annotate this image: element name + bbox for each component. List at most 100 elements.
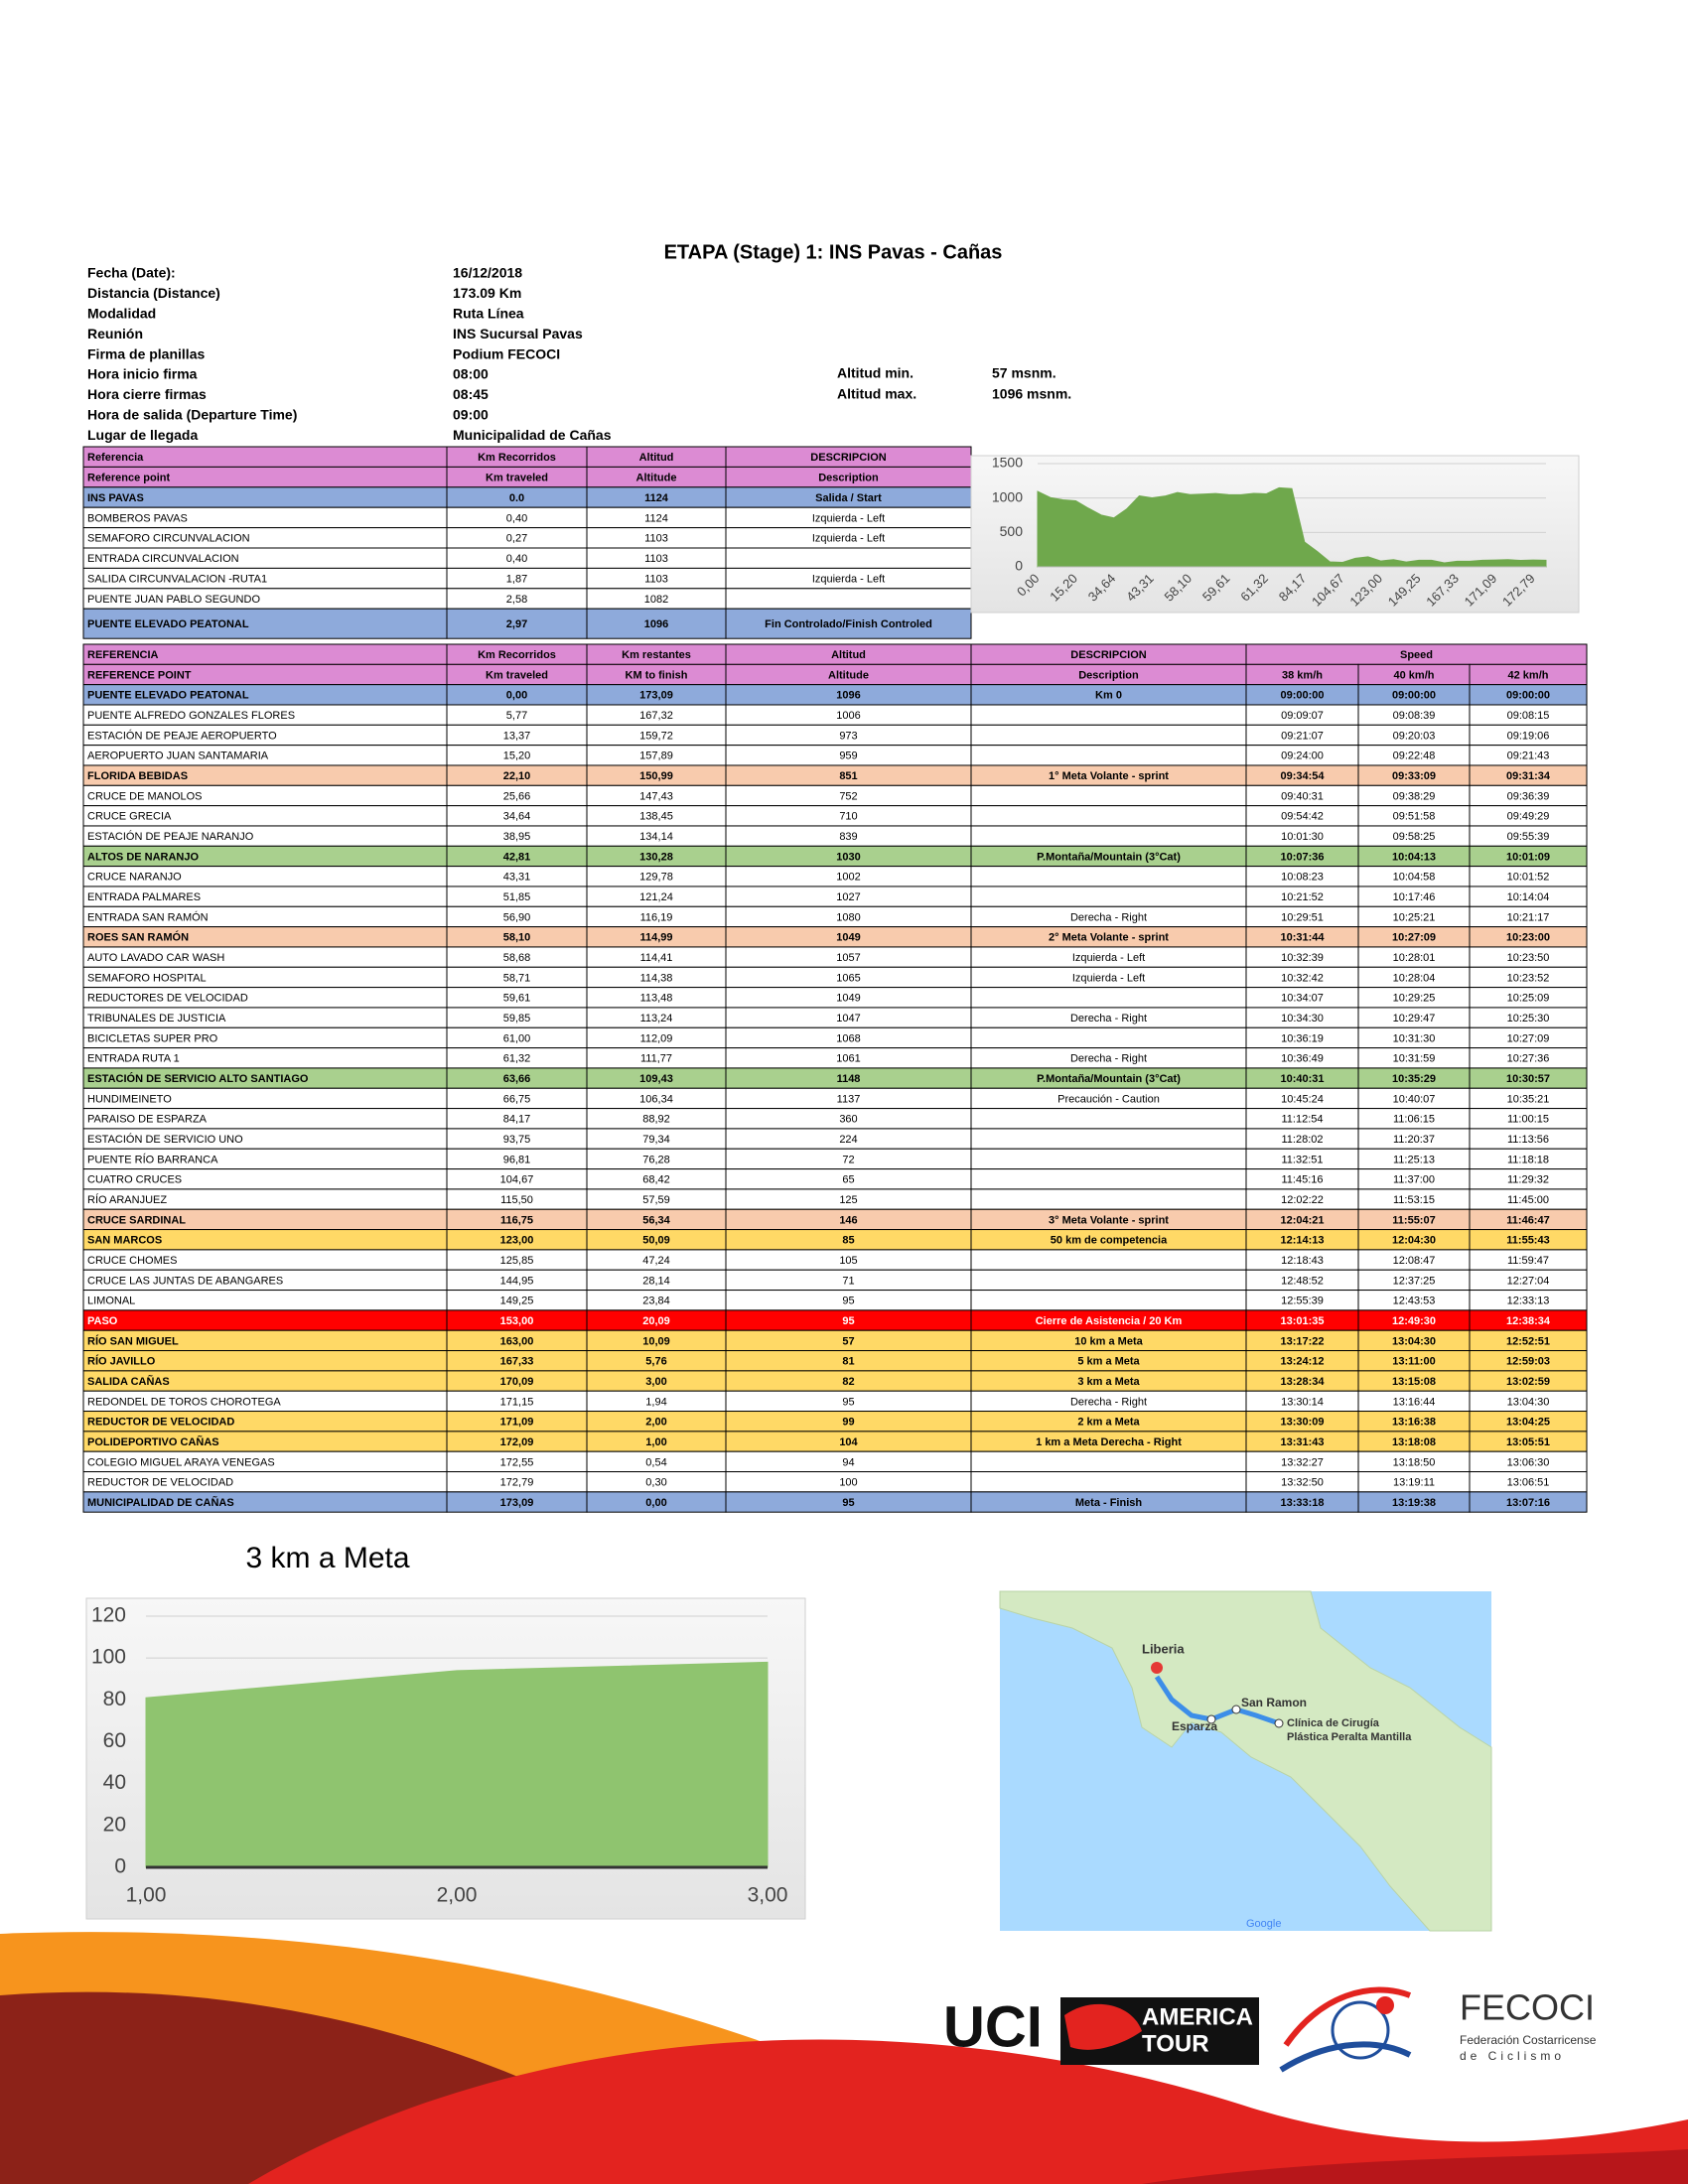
table-text: PASO: [87, 1315, 118, 1327]
table-text: 95: [842, 1315, 854, 1327]
info-label: Hora de salida (Departure Time): [87, 407, 297, 423]
table-text: FLORIDA BEBIDAS: [87, 770, 188, 782]
table-text: 11:06:15: [1393, 1114, 1435, 1126]
area: [1037, 486, 1547, 568]
table-text: 13:04:30: [1507, 1396, 1550, 1408]
table-text: 159,72: [639, 730, 673, 742]
table-text: 106,34: [639, 1093, 673, 1105]
table-text: P.Montaña/Mountain (3°Cat): [1037, 851, 1181, 863]
table-text: 13:11:00: [1392, 1356, 1435, 1368]
table-text: 10:31:44: [1280, 932, 1325, 944]
table-cell: [82, 1290, 448, 1311]
table-text: 114,41: [640, 952, 673, 964]
table-text: 20,09: [642, 1315, 670, 1327]
info-label: Fecha (Date):: [87, 265, 176, 281]
table-text: 13:01:35: [1280, 1315, 1324, 1327]
table-text: Izquierda - Left: [812, 574, 885, 586]
table-cell: [970, 1168, 1247, 1190]
table-text: 113,48: [640, 993, 673, 1005]
table-text: BOMBEROS PAVAS: [87, 512, 188, 524]
table-text: 0,00: [506, 690, 527, 702]
table-text: 5,76: [645, 1356, 666, 1368]
table-text: REFERENCIA: [87, 649, 159, 661]
table-text: ENTRADA SAN RAMÓN: [87, 910, 209, 923]
table-text: 09:38:29: [1393, 790, 1436, 802]
table-text: Description: [1078, 669, 1139, 681]
table-text: BICICLETAS SUPER PRO: [87, 1032, 218, 1044]
table-text: Km traveled: [486, 473, 548, 484]
table-text: 10:27:09: [1507, 1032, 1550, 1044]
table-text: 25,66: [503, 790, 531, 802]
table-cell: [970, 1128, 1247, 1150]
table-text: ESTACIÓN DE PEAJE AEROPUERTO: [87, 729, 277, 742]
table-text: 1148: [837, 1073, 861, 1085]
table-text: 13:02:59: [1506, 1376, 1550, 1388]
altitude-label: Altitud min.: [837, 365, 914, 381]
table-text: 172,09: [500, 1436, 534, 1448]
table-text: 146: [839, 1214, 857, 1226]
table-text: 167,33: [500, 1356, 534, 1368]
table-text: 1° Meta Volante - sprint: [1049, 770, 1169, 782]
table-text: Izquierda - Left: [1072, 972, 1145, 984]
table-text: Km restantes: [622, 649, 691, 661]
table-text: 10:29:51: [1281, 911, 1324, 923]
table-text: 1065: [836, 972, 860, 984]
table-text: AEROPUERTO JUAN SANTAMARIA: [87, 751, 269, 762]
table-cell: [970, 1148, 1247, 1170]
table-text: 11:46:47: [1506, 1214, 1549, 1226]
table-text: 09:36:39: [1507, 790, 1550, 802]
table-text: 43,31: [503, 872, 531, 884]
table-text: 56,90: [503, 911, 531, 923]
table-text: 100: [839, 1477, 857, 1489]
logo-text: UCI: [943, 1994, 1043, 2059]
table-text: 973: [839, 730, 857, 742]
table-text: 09:33:09: [1392, 770, 1436, 782]
table-text: SALIDA CAÑAS: [87, 1375, 170, 1388]
table-text: 1027: [836, 891, 860, 903]
x-tick-label: 1,00: [126, 1884, 167, 1907]
table-cell: [970, 784, 1247, 807]
altitude-value: 57 msnm.: [992, 365, 1056, 381]
table-text: 10:35:21: [1507, 1093, 1550, 1105]
table-text: PARAISO DE ESPARZA: [87, 1114, 208, 1126]
table-text: RÍO ARANJUEZ: [87, 1193, 167, 1206]
table-text: 12:27:04: [1507, 1275, 1550, 1287]
table-text: 10:04:58: [1393, 872, 1436, 884]
table-text: 10:36:19: [1281, 1032, 1324, 1044]
logo-text: FECOCI: [1460, 1987, 1595, 2028]
map-label: Plástica Peralta Mantilla: [1287, 1731, 1412, 1743]
table-text: 93,75: [503, 1134, 531, 1146]
table-text: 09:40:31: [1281, 790, 1324, 802]
table-text: ESTACIÓN DE SERVICIO UNO: [87, 1133, 243, 1146]
table-text: 95: [842, 1296, 854, 1307]
table-text: 56,34: [642, 1214, 670, 1226]
table-text: 12:08:47: [1393, 1255, 1436, 1267]
table-text: 10:27:09: [1392, 932, 1436, 944]
table-text: SEMAFORO CIRCUNVALACION: [87, 533, 250, 545]
table-text: ENTRADA CIRCUNVALACION: [87, 553, 239, 565]
table-text: 79,34: [642, 1134, 670, 1146]
table-cell: [725, 588, 972, 610]
altitude-value: 1096 msnm.: [992, 386, 1071, 402]
table-text: 115,50: [500, 1194, 533, 1206]
y-tick-label: 120: [91, 1604, 126, 1627]
table-text: 13:32:50: [1281, 1477, 1324, 1489]
table-text: HUNDIMEINETO: [87, 1093, 172, 1105]
table-text: 12:02:22: [1281, 1194, 1324, 1206]
table-text: 112,09: [640, 1032, 673, 1044]
table-text: 58,71: [503, 972, 531, 984]
table-text: 11:20:37: [1393, 1134, 1435, 1146]
table-text: 11:53:15: [1393, 1194, 1435, 1206]
table-text: 09:34:54: [1280, 770, 1325, 782]
table-text: 11:55:07: [1392, 1214, 1435, 1226]
info-label: Hora cierre firmas: [87, 386, 207, 402]
table-cell: [970, 704, 1247, 726]
table-text: Derecha - Right: [1070, 1396, 1147, 1408]
table-text: 1061: [836, 1053, 860, 1065]
table-text: 11:00:15: [1507, 1114, 1549, 1126]
table-cell: [970, 1026, 1247, 1049]
table-text: 11:55:43: [1506, 1235, 1549, 1247]
table-text: 94: [842, 1456, 854, 1468]
table-text: 1049: [836, 932, 860, 944]
